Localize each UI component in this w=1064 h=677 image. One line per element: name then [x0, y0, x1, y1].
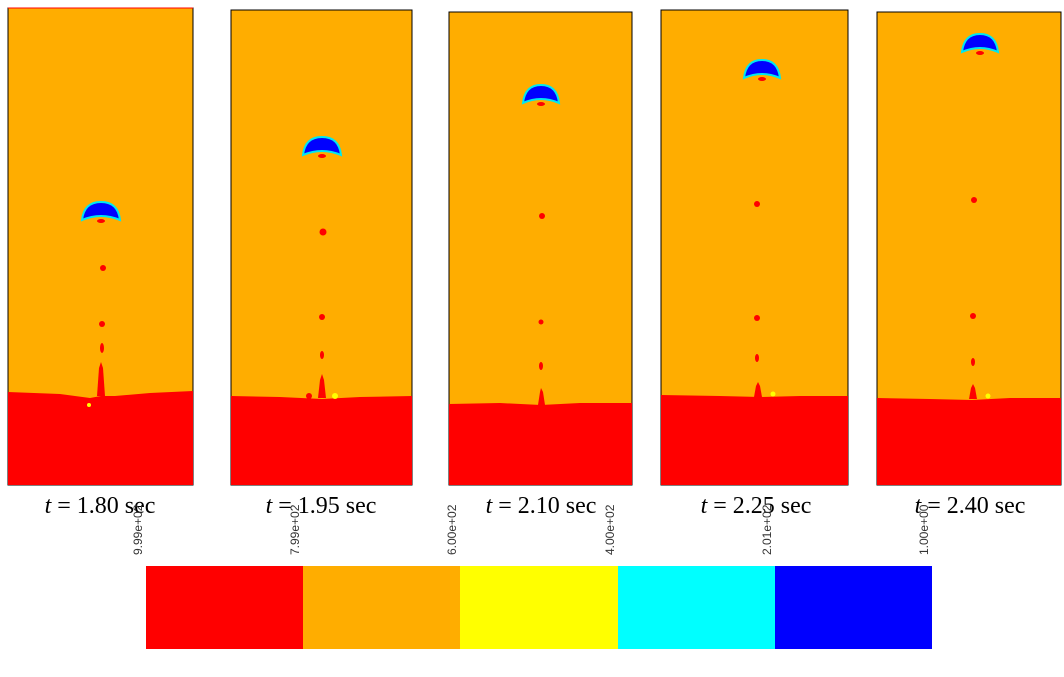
time-label: t = 1.95 sec — [266, 493, 377, 519]
colorbar-label: 9.99e+02 — [131, 504, 145, 555]
colorbar-labels: 9.99e+02 7.99e+02 6.00e+02 4.00e+02 2.01e+02… — [131, 504, 931, 555]
colorbar-label: 7.99e+02 — [288, 504, 302, 555]
colorbar-segment — [775, 566, 932, 649]
colorbar-segment — [146, 566, 303, 649]
simulation-panel — [230, 9, 413, 486]
time-label: t = 2.10 sec — [486, 493, 597, 519]
time-label: t = 1.80 sec — [45, 493, 156, 519]
colorbar-label: 2.01e+02 — [760, 504, 774, 555]
time-label: t = 2.25 sec — [701, 493, 812, 519]
simulation-panel — [448, 11, 633, 486]
simulation-panel — [7, 7, 194, 486]
colorbar-segment — [618, 566, 775, 649]
time-label: t = 2.40 sec — [915, 493, 1026, 519]
colorbar-segment — [303, 566, 460, 649]
colorbar-label: 1.00e+00 — [917, 504, 931, 555]
simulation-panel — [660, 9, 849, 486]
simulation-panel — [876, 11, 1062, 486]
colorbar — [146, 566, 932, 649]
colorbar-label: 6.00e+02 — [445, 504, 459, 555]
colorbar-segment — [460, 566, 618, 649]
colorbar-label: 4.00e+02 — [603, 504, 617, 555]
